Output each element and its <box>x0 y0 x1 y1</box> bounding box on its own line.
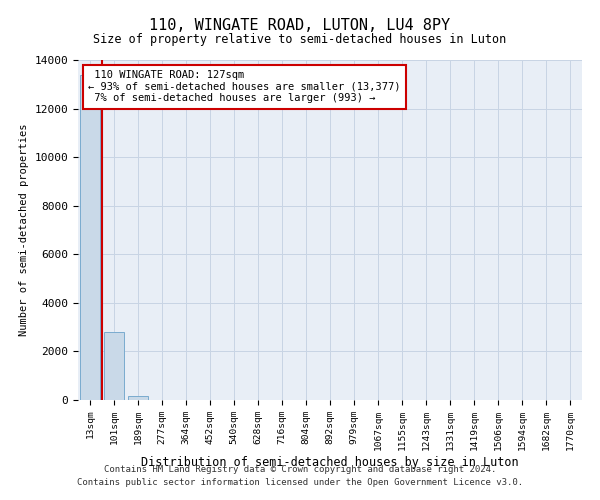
Y-axis label: Number of semi-detached properties: Number of semi-detached properties <box>19 124 29 336</box>
Text: Contains HM Land Registry data © Crown copyright and database right 2024.: Contains HM Land Registry data © Crown c… <box>104 466 496 474</box>
Text: Size of property relative to semi-detached houses in Luton: Size of property relative to semi-detach… <box>94 32 506 46</box>
Text: 110 WINGATE ROAD: 127sqm 
← 93% of semi-detached houses are smaller (13,377)
 7%: 110 WINGATE ROAD: 127sqm ← 93% of semi-d… <box>88 70 401 103</box>
Bar <box>128 396 148 400</box>
Text: 110, WINGATE ROAD, LUTON, LU4 8PY: 110, WINGATE ROAD, LUTON, LU4 8PY <box>149 18 451 32</box>
Text: Contains public sector information licensed under the Open Government Licence v3: Contains public sector information licen… <box>77 478 523 487</box>
Bar <box>104 332 124 400</box>
Bar <box>80 75 100 400</box>
X-axis label: Distribution of semi-detached houses by size in Luton: Distribution of semi-detached houses by … <box>141 456 519 468</box>
